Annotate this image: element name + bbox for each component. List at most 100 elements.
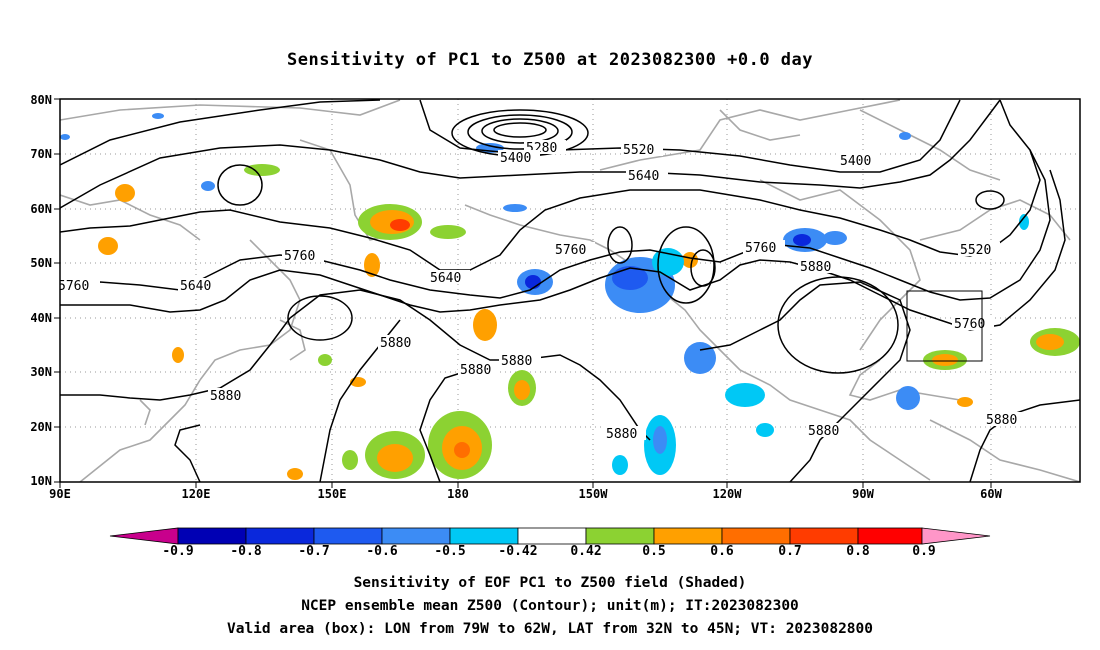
negative-patch	[684, 342, 716, 374]
colorbar-swatch	[517, 527, 587, 545]
caption-line-1: Sensitivity of EOF PC1 to Z500 field (Sh…	[353, 575, 747, 591]
colorbar-label: 0.9	[912, 544, 936, 559]
colorbar	[109, 527, 991, 545]
contour-label: 5760	[954, 317, 985, 332]
contour-label: 5880	[210, 389, 241, 404]
lon-label-150e: 150E	[317, 487, 347, 501]
colorbar-swatch	[789, 527, 859, 545]
negative-patch	[725, 383, 765, 407]
sensitivity-shading	[60, 113, 1080, 480]
colorbar-swatch	[921, 527, 991, 545]
positive-patch	[390, 219, 410, 231]
negative-patch	[201, 181, 215, 191]
contour-label: 5640	[628, 169, 659, 184]
positive-patch	[377, 444, 413, 472]
contour-label: 5640	[430, 271, 461, 286]
positive-patch	[115, 184, 135, 202]
grid-lines	[60, 99, 1080, 482]
lon-label-120w: 120W	[712, 487, 742, 501]
negative-patch	[823, 231, 847, 245]
contour-label: 5520	[623, 143, 654, 158]
positive-patch	[957, 397, 973, 407]
lat-label-20n: 20N	[30, 420, 52, 434]
lat-label-80n: 80N	[30, 93, 52, 107]
contour-label: 5880	[501, 354, 532, 369]
colorbar-swatch	[109, 527, 179, 545]
positive-patch	[364, 253, 380, 277]
contour-label: 5400	[840, 154, 871, 169]
colorbar-label: 0.7	[778, 544, 802, 559]
positive-patch	[98, 237, 118, 255]
colorbar-label: -0.9	[162, 544, 194, 559]
colorbar-label: -0.6	[366, 544, 398, 559]
negative-patch	[612, 266, 648, 290]
contour-label: 5520	[960, 243, 991, 258]
coastlines	[60, 99, 1080, 482]
negative-patch	[899, 132, 911, 140]
colorbar-swatch	[381, 527, 451, 545]
lat-label-70n: 70N	[30, 147, 52, 161]
negative-patch	[793, 234, 811, 246]
negative-patch	[152, 113, 164, 119]
positive-patch	[318, 354, 332, 366]
lat-label-10n: 10N	[30, 474, 52, 488]
caption-line-2: NCEP ensemble mean Z500 (Contour); unit(…	[301, 598, 799, 614]
lon-label-60w: 60W	[980, 487, 1002, 501]
lon-label-120e: 120E	[181, 487, 211, 501]
chart-title: Sensitivity of PC1 to Z500 at 2023082300…	[286, 50, 813, 70]
lon-label-90w: 90W	[852, 487, 874, 501]
negative-patch	[653, 426, 667, 454]
positive-patch	[1036, 334, 1064, 350]
positive-patch	[514, 380, 530, 400]
positive-patch	[454, 442, 470, 458]
negative-patch	[525, 275, 541, 289]
negative-patch	[60, 134, 70, 140]
colorbar-label: 0.6	[710, 544, 734, 559]
contour-label: 5760	[284, 249, 315, 264]
colorbar-swatch	[653, 527, 723, 545]
lat-label-30n: 30N	[30, 365, 52, 379]
contour-labels: 5280 5400 5520 5400 5640 5760 5760 5640 …	[58, 140, 1026, 442]
lat-label-60n: 60N	[30, 202, 52, 216]
lon-label-150w: 150W	[578, 487, 608, 501]
contour-label: 5880	[380, 336, 411, 351]
caption-line-3: Valid area (box): LON from 79W to 62W, L…	[226, 621, 873, 637]
negative-patch	[896, 386, 920, 410]
contour-label: 5400	[500, 151, 531, 166]
negative-patch	[612, 455, 628, 475]
colorbar-label: -0.5	[434, 544, 466, 559]
contour-label: 5760	[58, 279, 89, 294]
negative-patch	[756, 423, 774, 437]
colorbar-label: -0.7	[298, 544, 330, 559]
lat-label-40n: 40N	[30, 311, 52, 325]
colorbar-swatch	[449, 527, 519, 545]
colorbar-label: 0.42	[570, 544, 602, 559]
valid-area-box	[906, 290, 983, 362]
colorbar-swatch	[857, 527, 923, 545]
positive-patch	[932, 354, 958, 366]
lon-label-90e: 90E	[49, 487, 71, 501]
colorbar-swatch	[177, 527, 247, 545]
colorbar-label: 0.5	[642, 544, 666, 559]
colorbar-swatch	[245, 527, 315, 545]
contour-label: 5880	[808, 424, 839, 439]
map-frame	[59, 98, 1081, 483]
positive-patch	[473, 309, 497, 341]
negative-patch	[503, 204, 527, 212]
colorbar-swatch	[721, 527, 791, 545]
colorbar-label: -0.42	[498, 544, 538, 559]
contour-label: 5880	[800, 260, 831, 275]
contour-label: 5880	[986, 413, 1017, 428]
positive-patch	[342, 450, 358, 470]
contour-label: 5640	[180, 279, 211, 294]
positive-patch	[287, 468, 303, 480]
contour-label: 5880	[606, 427, 637, 442]
colorbar-swatch	[313, 527, 383, 545]
colorbar-label: 0.8	[846, 544, 870, 559]
colorbar-label: -0.8	[230, 544, 262, 559]
lat-label-50n: 50N	[30, 256, 52, 270]
lon-label-180: 180	[447, 487, 469, 501]
contour-label: 5760	[555, 243, 586, 258]
tick-marks	[54, 98, 992, 488]
